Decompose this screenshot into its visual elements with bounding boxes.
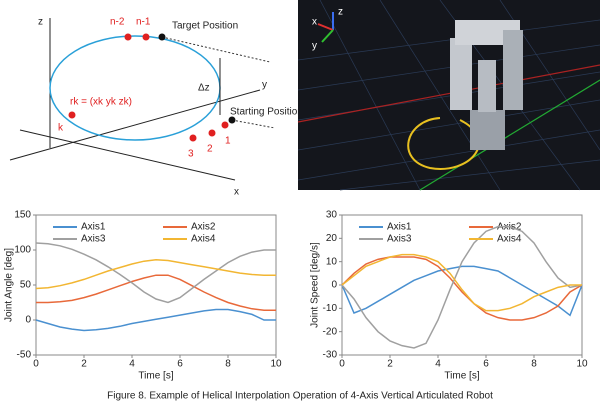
- label: Target Position: [172, 21, 238, 32]
- start-point: [228, 116, 236, 124]
- target-point: [158, 33, 166, 41]
- label: 1: [225, 136, 231, 147]
- series-line: [341, 225, 583, 349]
- label: z: [338, 7, 343, 18]
- x-tick-label: 6: [177, 359, 183, 370]
- series-line: [35, 308, 276, 332]
- series-line: [35, 259, 276, 290]
- label: Starting Position: [230, 107, 303, 118]
- x-axis-label: Time [s]: [138, 371, 173, 382]
- y-tick-label: -30: [323, 350, 338, 361]
- y-tick-label: -10: [323, 303, 338, 314]
- y-axis-label: Joint Angle [deg]: [4, 248, 15, 322]
- x-tick-label: 2: [81, 359, 87, 370]
- legend-label: Axis4: [191, 234, 216, 245]
- y-tick-label: 0: [25, 315, 31, 326]
- plot-area: [35, 214, 277, 356]
- x-tick-label: 4: [435, 359, 441, 370]
- x-axis: [19, 129, 236, 181]
- y-tick-label: 20: [326, 233, 338, 244]
- label: 2: [207, 144, 213, 155]
- x-tick-label: 2: [387, 359, 393, 370]
- y-tick-label: 10: [326, 256, 338, 267]
- x-tick-label: 0: [33, 359, 39, 370]
- legend-label: Axis3: [81, 234, 106, 245]
- caption: Figure 8. Example of Helical Interpolati…: [107, 391, 493, 402]
- label: rk = (xk yk zk): [70, 97, 132, 108]
- y-tick-label: 0: [331, 280, 337, 291]
- legend-label: Axis3: [387, 234, 412, 245]
- x-tick-label: 8: [225, 359, 231, 370]
- y-tick-label: 150: [14, 210, 31, 221]
- label: k: [58, 123, 64, 134]
- legend-label: Axis1: [81, 222, 106, 233]
- robot-render: x y z: [297, 0, 600, 191]
- series-line: [35, 242, 276, 304]
- plot-area: [341, 214, 583, 356]
- label: y: [262, 80, 267, 91]
- label: 3: [188, 149, 194, 160]
- x-tick-label: 0: [339, 359, 345, 370]
- y-tick-label: 30: [326, 210, 338, 221]
- series-line: [36, 274, 276, 311]
- x-axis-label: Time [s]: [444, 371, 479, 382]
- label: z: [38, 17, 43, 28]
- series-line: [341, 265, 583, 317]
- guide: [161, 36, 271, 63]
- y-axis: [9, 89, 261, 161]
- label: Δz: [198, 83, 210, 94]
- x-tick-label: 6: [483, 359, 489, 370]
- guide: [231, 119, 276, 129]
- series-line: [341, 256, 583, 321]
- points: [68, 33, 229, 142]
- label: n-1: [136, 17, 151, 28]
- x-tick-label: 10: [270, 359, 282, 370]
- x-tick-label: 8: [531, 359, 537, 370]
- helix: [49, 35, 221, 141]
- label: n-2: [110, 17, 125, 28]
- label: x: [312, 17, 317, 28]
- x-tick-label: 10: [576, 359, 588, 370]
- y-tick-label: -50: [17, 350, 32, 361]
- legend-label: Axis1: [387, 222, 412, 233]
- legend-label: Axis2: [191, 222, 216, 233]
- label: y: [312, 41, 317, 52]
- y-tick-label: 50: [20, 280, 32, 291]
- x-tick-label: 4: [129, 359, 135, 370]
- legend-label: Axis4: [497, 234, 522, 245]
- y-tick-label: -20: [323, 326, 338, 337]
- helix-diagram: z y x n-2 n-1 Target Position Δz Startin…: [9, 17, 303, 198]
- label: x: [234, 187, 239, 198]
- y-axis-label: Joint Speed [deg/s]: [310, 242, 321, 328]
- y-tick-label: 100: [14, 245, 31, 256]
- series-line: [341, 253, 582, 312]
